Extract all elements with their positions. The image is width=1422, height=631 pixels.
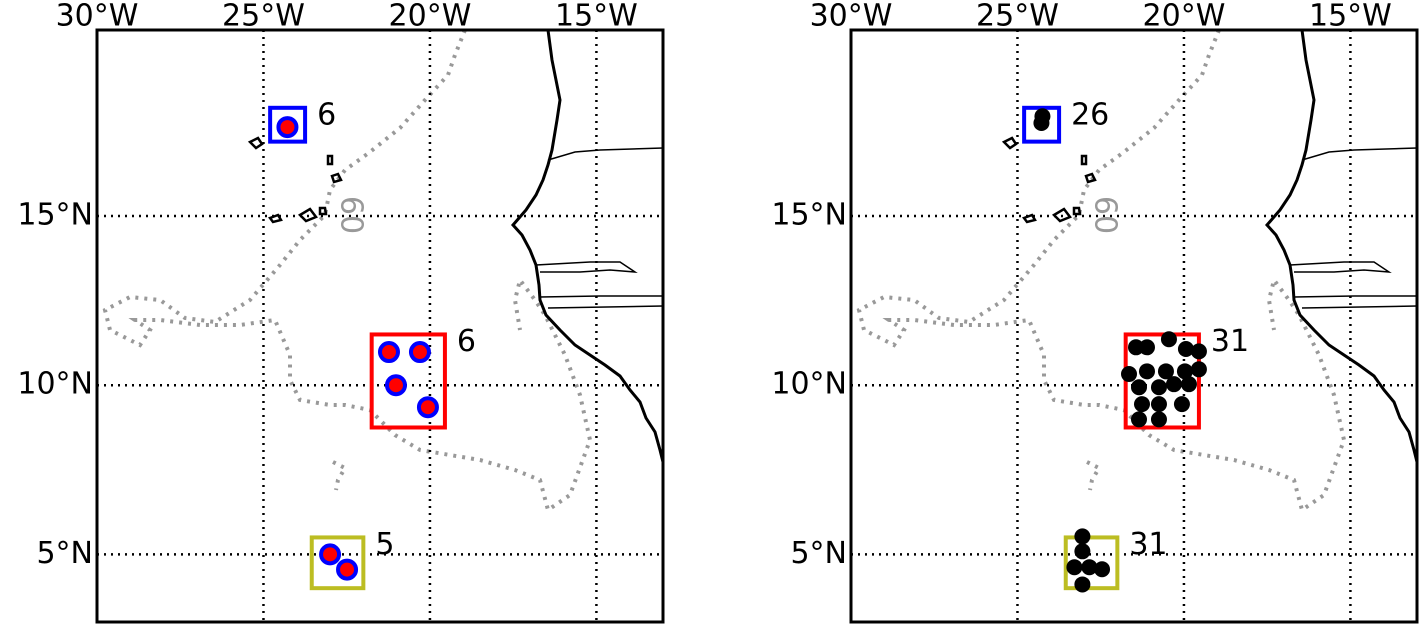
- basemap: [857, 30, 1417, 512]
- map-frame: [849, 28, 1419, 624]
- point: [1138, 339, 1155, 356]
- point: [1157, 363, 1174, 380]
- point: [1130, 411, 1147, 428]
- point: [1190, 361, 1207, 378]
- region-box: [1022, 105, 1062, 144]
- lon-tick-label: 20°W: [389, 0, 472, 34]
- point: [1173, 396, 1190, 413]
- lon-tick-label: 15°W: [1309, 0, 1392, 34]
- point: [377, 341, 400, 364]
- lon-tick-label: 20°W: [1143, 0, 1226, 34]
- point: [1176, 363, 1193, 380]
- point: [1066, 559, 1083, 576]
- map-panel: [851, 30, 1417, 622]
- point: [1130, 379, 1147, 396]
- point: [408, 341, 431, 364]
- point: [336, 558, 359, 581]
- map-panel: [97, 30, 663, 622]
- point: [276, 116, 299, 139]
- count-label: 31: [1129, 527, 1167, 562]
- point: [1133, 396, 1150, 413]
- point: [1150, 379, 1167, 396]
- point: [1074, 528, 1091, 545]
- contour-label: 60: [334, 196, 369, 234]
- point: [319, 543, 342, 566]
- count-label: 31: [1211, 324, 1249, 359]
- lon-tick-label: 25°W: [976, 0, 1059, 34]
- lat-tick-label: 10°N: [17, 367, 93, 402]
- lat-tick-label: 10°N: [771, 367, 847, 402]
- point: [1074, 543, 1091, 560]
- region-box: [1063, 535, 1120, 591]
- contour-label: 60: [1088, 196, 1123, 234]
- point: [1190, 343, 1207, 360]
- basemap: [103, 30, 663, 512]
- point: [1180, 376, 1197, 393]
- count-label: 5: [375, 527, 394, 562]
- lon-tick-label: 15°W: [555, 0, 638, 34]
- region-box: [268, 105, 308, 144]
- lat-tick-label: 5°N: [36, 536, 93, 571]
- point: [384, 374, 407, 397]
- point: [1074, 576, 1091, 593]
- point: [1165, 376, 1182, 393]
- point: [1150, 411, 1167, 428]
- region-box: [369, 332, 447, 430]
- point: [1033, 115, 1050, 132]
- lat-tick-label: 15°N: [771, 198, 847, 233]
- lon-tick-label: 25°W: [222, 0, 305, 34]
- point: [1081, 559, 1098, 576]
- lon-tick-label: 30°W: [810, 0, 893, 34]
- point: [416, 396, 439, 419]
- lat-tick-label: 15°N: [17, 198, 93, 233]
- point: [1150, 396, 1167, 413]
- point: [1121, 366, 1138, 383]
- map-frame: [95, 28, 665, 624]
- count-label: 6: [457, 324, 476, 359]
- point: [1160, 331, 1177, 348]
- point: [1138, 363, 1155, 380]
- point: [1094, 561, 1111, 578]
- count-label: 6: [317, 97, 336, 132]
- lat-tick-label: 5°N: [790, 536, 847, 571]
- region-box: [309, 535, 366, 591]
- point: [1127, 339, 1144, 356]
- lon-tick-label: 30°W: [56, 0, 139, 34]
- point: [1177, 341, 1194, 358]
- count-label: 26: [1071, 97, 1109, 132]
